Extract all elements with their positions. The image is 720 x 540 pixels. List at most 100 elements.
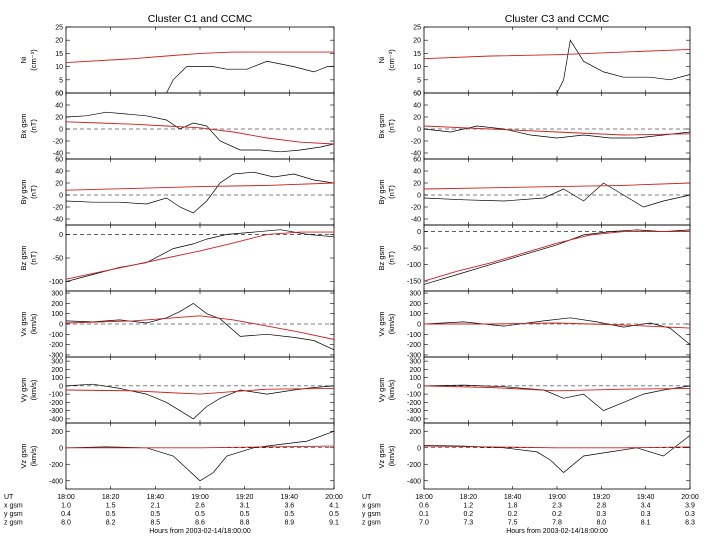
- footer-value: 8.6: [195, 520, 205, 527]
- panel-vz-gsm: -400 -200 0 200 Vz gsm (km/s): [19, 422, 335, 490]
- y-axis-units: (km/s): [29, 445, 38, 466]
- footer-value: 1.5: [106, 503, 116, 510]
- y-tick-label: -40: [411, 217, 421, 224]
- ccmc-model-line: [423, 445, 691, 449]
- cluster-observed-line: [65, 111, 335, 153]
- cluster-observed-line: [65, 383, 335, 420]
- footer-value: 18:40: [147, 494, 165, 501]
- y-tick-label: 0: [417, 229, 421, 236]
- footer-value: 7.8: [552, 520, 562, 527]
- footer-value: 0.3: [596, 511, 606, 518]
- panel-frame: [65, 422, 335, 490]
- y-tick-label: 5: [59, 77, 63, 84]
- footer-value: 18:40: [504, 494, 522, 501]
- footer-value: 8.2: [106, 520, 116, 527]
- y-axis-label: By gsm: [377, 179, 386, 204]
- footer-value: 0.2: [463, 511, 473, 518]
- y-tick-label: 40: [55, 103, 63, 110]
- footer-row-label: x gsm: [4, 503, 23, 510]
- footer-value: 18:20: [460, 494, 478, 501]
- panel-frame: [65, 224, 335, 292]
- y-axis-label: Bx gsm: [377, 113, 386, 138]
- y-tick-label: 20: [413, 38, 421, 45]
- y-tick-label: 25: [55, 25, 63, 32]
- footer-value: 2.6: [195, 503, 205, 510]
- y-tick-label: 20: [55, 181, 63, 188]
- y-tick-label: 40: [413, 103, 421, 110]
- y-tick-label: -50: [411, 246, 421, 253]
- ccmc-model-line: [65, 121, 335, 145]
- footer-row-label: UT: [4, 494, 14, 501]
- y-tick-label: -100: [407, 392, 421, 399]
- y-axis-label: Bx gsm: [19, 113, 28, 138]
- ccmc-model-line: [423, 48, 691, 60]
- y-tick-label: -150: [407, 279, 421, 286]
- y-axis-units: (km/s): [387, 445, 396, 466]
- y-tick-label: -20: [53, 139, 63, 146]
- footer-value: 0.4: [61, 511, 71, 518]
- y-tick-label: 300: [51, 291, 63, 298]
- cluster-observed-line: [65, 430, 335, 482]
- ccmc-model-line: [423, 385, 691, 392]
- y-axis-label: Bz gsm: [377, 245, 386, 270]
- y-tick-label: 200: [409, 367, 421, 374]
- footer-value: 0.5: [106, 511, 116, 518]
- y-axis-label: Vx gsm: [377, 311, 386, 336]
- y-tick-label: 0: [417, 127, 421, 134]
- y-axis-label: By gsm: [19, 179, 28, 204]
- x-axis-label: Hours from 2003-02-14/18:00:00: [149, 528, 251, 535]
- y-tick-label: 200: [409, 301, 421, 308]
- footer-row-label: x gsm: [362, 503, 381, 510]
- footer-value: 19:20: [593, 494, 611, 501]
- y-tick-label: 15: [413, 51, 421, 58]
- footer-value: 19:00: [548, 494, 566, 501]
- y-tick-label: -300: [407, 408, 421, 415]
- panel-by-gsm: -40 -20 0 20 40 60 By gsm (nT): [19, 157, 335, 226]
- y-tick-label: 20: [413, 181, 421, 188]
- y-tick-label: -100: [407, 332, 421, 339]
- y-tick-label: -200: [407, 342, 421, 349]
- cluster-observed-line: [166, 60, 334, 94]
- y-tick-label: 100: [51, 375, 63, 382]
- footer-value: 0.5: [150, 511, 160, 518]
- y-tick-label: 0: [59, 127, 63, 134]
- y-axis-label: Vx gsm: [19, 311, 28, 336]
- y-tick-label: 10: [55, 64, 63, 71]
- y-tick-label: 40: [55, 169, 63, 176]
- footer-value: 18:00: [415, 494, 433, 501]
- y-tick-label: -40: [53, 217, 63, 224]
- panel-frame: [423, 224, 691, 292]
- y-tick-label: 300: [409, 291, 421, 298]
- footer-row-label: z gsm: [362, 520, 381, 527]
- footer-value: 1.8: [508, 503, 518, 510]
- y-axis-units: (nT): [29, 119, 38, 133]
- y-tick-label: 60: [413, 157, 421, 164]
- y-tick-label: 300: [409, 359, 421, 366]
- y-tick-label: 0: [59, 232, 63, 239]
- y-axis-units: (cm⁻³): [387, 49, 396, 71]
- ccmc-model-line: [65, 315, 335, 340]
- cluster-observed-line: [423, 384, 691, 412]
- cluster-observed-line: [423, 317, 691, 345]
- panel-vx-gsm: -300 -200 -100 0 100 200 300 Vx gsm (km/s): [19, 291, 335, 359]
- footer-value: 7.3: [463, 520, 473, 527]
- y-tick-label: -200: [49, 400, 63, 407]
- panel-frame: [423, 422, 691, 490]
- y-tick-label: 0: [417, 383, 421, 390]
- y-tick-label: 10: [413, 64, 421, 71]
- ccmc-model-line: [424, 322, 691, 329]
- y-tick-label: -20: [411, 205, 421, 212]
- cluster-observed-line: [423, 182, 691, 208]
- y-tick-label: 200: [51, 367, 63, 374]
- y-tick-label: -40: [411, 151, 421, 158]
- footer-row-label: UT: [362, 494, 372, 501]
- footer-value: 8.9: [284, 520, 294, 527]
- panel-vx-gsm: -300 -200 -100 0 100 200 300 Vx gsm (km/s): [377, 291, 691, 359]
- y-axis-units: (cm⁻³): [29, 49, 38, 71]
- y-tick-label: 15: [55, 51, 63, 58]
- y-tick-label: 100: [51, 311, 63, 318]
- y-tick-label: 0: [59, 193, 63, 200]
- chart-title: Cluster C3 and CCMC: [505, 13, 610, 25]
- x-axis-label: Hours from 2003-02-14/18:00:00: [506, 528, 608, 535]
